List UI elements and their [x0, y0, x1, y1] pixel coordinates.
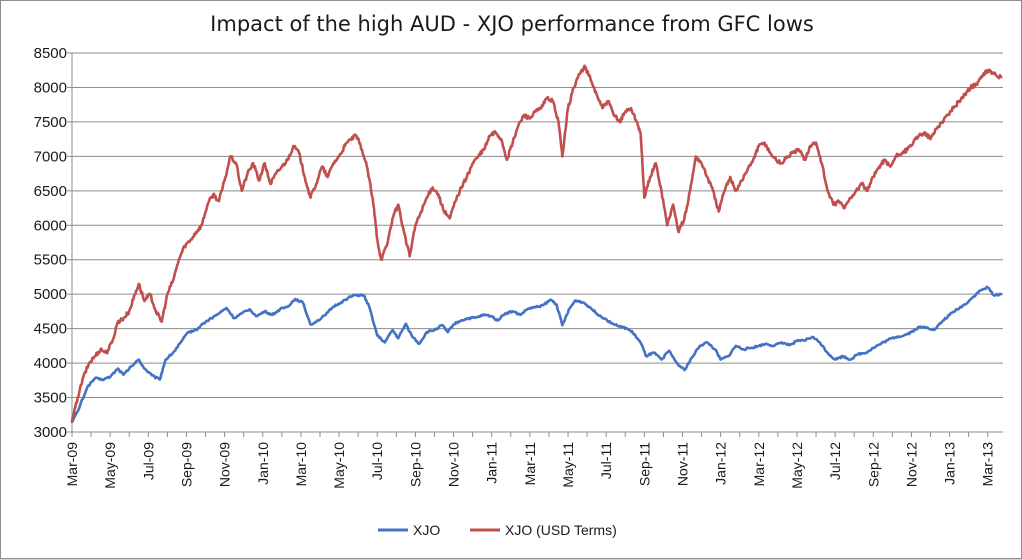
x-axis-ticks: Mar-09 May-09 Jul-09 Sep-09 Nov-09 Jan-10 Mar-… [64, 431, 1003, 489]
y-axis-ticks: 3000 3500 4000 4500 5000 5500 6000 6500 7000 7500… [34, 45, 73, 441]
x-tick-label: Nov-09 [217, 442, 233, 487]
chart-title: Impact of the high AUD - XJO performance… [210, 12, 814, 36]
x-tick-label: Jul-10 [369, 442, 385, 480]
x-tick-label: May-10 [331, 442, 347, 489]
y-tick-label: 6500 [34, 183, 67, 200]
legend: XJO XJO (USD Terms) [378, 522, 617, 538]
y-tick-label: 4000 [34, 355, 67, 372]
y-tick-label: 8500 [34, 45, 67, 62]
legend-label-xjo-usd: XJO (USD Terms) [505, 522, 617, 538]
x-tick-label: Jan-11 [484, 442, 500, 484]
x-tick-label: May-12 [789, 442, 805, 489]
x-tick-label: Nov-10 [446, 442, 462, 487]
y-tick-label: 7500 [34, 114, 67, 131]
series-line-xjo-usd [70, 64, 1003, 424]
y-tick-label: 5500 [34, 252, 67, 269]
x-tick-label: Jul-11 [598, 442, 614, 479]
y-tick-label: 3500 [34, 390, 67, 407]
x-tick-label: Nov-11 [674, 442, 690, 486]
x-tick-label: Jan-12 [713, 442, 729, 485]
x-tick-label: Sep-09 [178, 442, 194, 487]
y-tick-label: 4500 [34, 321, 67, 338]
x-tick-label: Jan-10 [255, 442, 271, 485]
x-tick-label: Jul-12 [827, 442, 843, 480]
x-tick-label: May-09 [102, 442, 118, 489]
x-tick-label: Mar-12 [751, 442, 767, 487]
x-tick-label: Jul-09 [140, 442, 156, 480]
y-tick-label: 5000 [34, 286, 67, 303]
y-tick-label: 7000 [34, 148, 67, 165]
x-tick-label: May-11 [560, 442, 576, 488]
y-tick-label: 8000 [34, 79, 67, 96]
x-tick-label: Jan-13 [942, 442, 958, 485]
y-tick-label: 6000 [34, 217, 67, 234]
x-tick-label: Mar-09 [64, 442, 80, 487]
x-tick-label: Nov-12 [903, 442, 919, 487]
x-tick-label: Sep-10 [407, 442, 423, 487]
x-tick-label: Sep-11 [636, 442, 652, 486]
series-lines [70, 64, 1003, 424]
legend-label-xjo: XJO [413, 522, 440, 538]
x-tick-label: Mar-13 [980, 442, 996, 487]
x-tick-label: Sep-12 [865, 442, 881, 487]
y-tick-label: 3000 [34, 424, 67, 441]
x-tick-label: Mar-11 [522, 442, 538, 486]
x-tick-label: Mar-10 [293, 442, 309, 487]
series-line-xjo [70, 285, 1003, 424]
